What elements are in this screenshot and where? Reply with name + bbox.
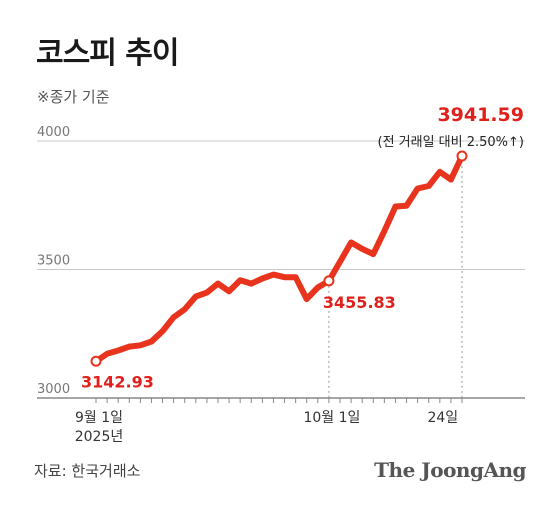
- y-tick-labels: 3000 3500 4000: [37, 125, 70, 397]
- y-tick-label-4000: 4000: [37, 125, 70, 140]
- grid-lines: [37, 140, 525, 270]
- x-tick-label-0: 9월 1일: [75, 410, 123, 426]
- y-tick-label-3000: 3000: [37, 382, 70, 397]
- highlight-point-21: [323, 275, 335, 287]
- data-label-latest: 3941.59: [437, 104, 524, 126]
- guide-lines: [328, 156, 463, 398]
- chart-title: 코스피 추이: [36, 36, 179, 71]
- data-label-latest-note: (전 거래일 대비 2.50%↑): [378, 135, 525, 150]
- series-line: [93, 153, 465, 365]
- kospi-series-line: [93, 153, 465, 365]
- highlight-points: [90, 150, 468, 367]
- x-axis: [37, 397, 525, 403]
- brand-logo: The JoongAng: [374, 458, 526, 482]
- highlight-point-33: [456, 150, 468, 162]
- x-tick-label-21: 10월 1일: [303, 410, 360, 426]
- data-label-start: 3142.93: [81, 372, 154, 391]
- source-note: 자료: 한국거래소: [34, 462, 141, 480]
- x-tick-sublabel-0: 2025년: [75, 429, 124, 445]
- highlight-point-0: [90, 355, 102, 367]
- x-tick-labels: 9월 1일 2025년 10월 1일 24일: [75, 410, 458, 445]
- data-labels: 3142.93 3455.83 3941.59 (전 거래일 대비 2.50%↑): [81, 104, 524, 391]
- chart-subtitle: ※종가 기준: [37, 88, 110, 106]
- y-tick-label-3500: 3500: [37, 254, 70, 269]
- data-label-oct1: 3455.83: [323, 293, 396, 312]
- x-tick-label-31: 24일: [427, 410, 458, 426]
